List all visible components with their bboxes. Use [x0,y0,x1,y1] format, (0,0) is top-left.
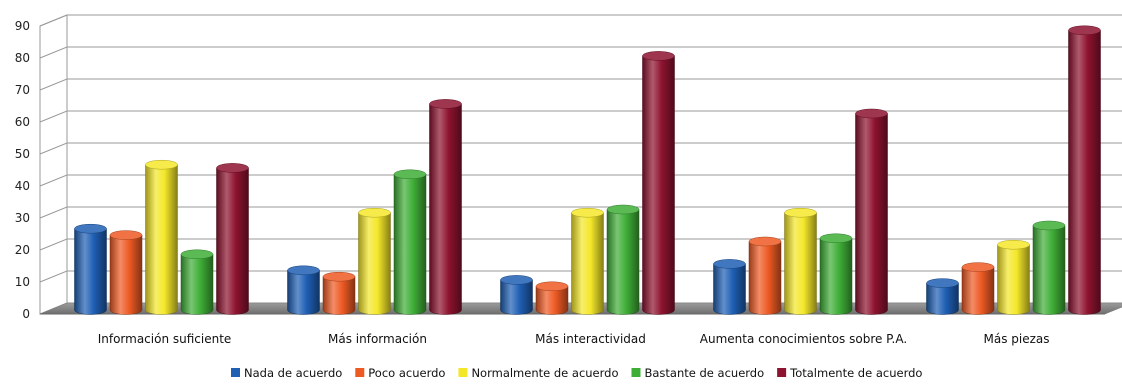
bar-nada-de-acuerdo-mas-interactividad [500,275,533,315]
bar-nada-de-acuerdo-mas-informacion [287,265,320,315]
bar-bastante-de-acuerdo-aumenta-conocimientos-sobre-p-a [819,233,853,315]
x-tick-label: Más información [328,332,427,346]
gridline [39,174,1122,187]
side-wall [39,14,68,315]
bar-poco-acuerdo-mas-piezas [961,262,995,315]
bar-normalmente-de-acuerdo-mas-interactividad [571,207,604,315]
legend-item-nada-de-acuerdo: Nada de acuerdo [231,366,342,380]
bar-poco-acuerdo-informacion-suficiente [109,230,143,315]
y-axis-ticks: 0 10 20 30 40 50 60 70 80 90 [15,19,30,321]
y-tick-label: 0 [22,307,30,321]
legend-label: Poco acuerdo [368,366,445,380]
bar-normalmente-de-acuerdo-aumenta-conocimientos-sobre-p-a [784,207,817,315]
gridline [39,14,1122,27]
x-tick-label: Aumenta conocimientos sobre P.A. [700,332,907,346]
x-axis-labels: Información suficiente Más información Más… [98,332,1050,346]
bar-bastante-de-acuerdo-informacion-suficiente [180,249,214,315]
bar-totalmente-de-acuerdo-mas-interactividad [642,51,675,315]
bar-totalmente-de-acuerdo-mas-informacion [429,99,462,315]
x-tick-label: Información suficiente [98,332,232,346]
bar-totalmente-de-acuerdo-mas-piezas [1068,25,1101,315]
y-tick-label: 80 [15,51,30,65]
legend-swatch [631,368,641,377]
gridline [39,46,1122,59]
legend: Nada de acuerdo Poco acuerdo Normalmente d… [231,366,922,380]
legend-swatch [355,368,365,377]
legend-label: Bastante de acuerdo [645,366,765,380]
bar-nada-de-acuerdo-informacion-suficiente [74,223,107,315]
bar-nada-de-acuerdo-mas-piezas [926,278,959,315]
y-tick-label: 10 [15,275,30,289]
bar-bastante-de-acuerdo-mas-piezas [1032,220,1066,315]
legend-label: Totalmente de acuerdo [789,366,922,380]
bar-totalmente-de-acuerdo-aumenta-conocimientos-sobre-p-a [855,108,888,315]
y-tick-label: 50 [15,147,30,161]
gridline [39,206,1122,219]
legend-item-normalmente-de-acuerdo: Normalmente de acuerdo [458,366,619,380]
y-tick-label: 30 [15,211,30,225]
legend-swatch [777,368,787,377]
x-tick-label: Más interactividad [535,332,646,346]
bar-normalmente-de-acuerdo-informacion-suficiente [145,159,178,315]
gridline [39,142,1122,155]
bar-bastante-de-acuerdo-mas-informacion [393,169,427,315]
y-tick-label: 60 [15,115,30,129]
y-tick-label: 20 [15,243,30,257]
bar-normalmente-de-acuerdo-mas-informacion [358,207,391,315]
bar-poco-acuerdo-mas-interactividad [535,281,569,315]
bar-bastante-de-acuerdo-mas-interactividad [606,204,640,315]
bar-poco-acuerdo-mas-informacion [322,271,356,315]
legend-swatch [458,368,468,377]
legend-label: Nada de acuerdo [244,366,342,380]
legend-swatch [231,368,240,377]
gridline [39,78,1122,91]
y-tick-label: 40 [15,179,30,193]
bar-totalmente-de-acuerdo-informacion-suficiente [216,163,249,315]
legend-item-poco-acuerdo: Poco acuerdo [355,366,445,380]
bars [74,25,1101,315]
y-tick-label: 70 [15,83,30,97]
gridline [39,110,1122,123]
bar-poco-acuerdo-aumenta-conocimientos-sobre-p-a [748,236,782,315]
bar-normalmente-de-acuerdo-mas-piezas [997,239,1030,315]
legend-item-totalmente-de-acuerdo: Totalmente de acuerdo [777,366,922,380]
legend-item-bastante-de-acuerdo: Bastante de acuerdo [631,366,765,380]
legend-label: Normalmente de acuerdo [471,366,618,380]
bar-nada-de-acuerdo-aumenta-conocimientos-sobre-p-a [713,259,746,315]
x-tick-label: Más piezas [983,332,1049,346]
y-tick-label: 90 [15,19,30,33]
